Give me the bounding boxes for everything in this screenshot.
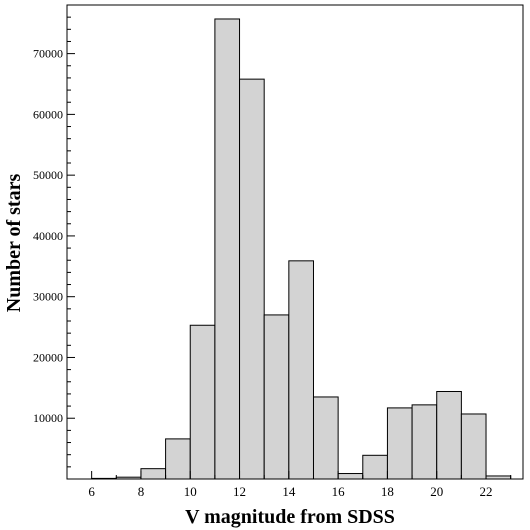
x-ticks-group: 6 8 10 12 14 16 18 20 22 <box>66 471 512 499</box>
histogram-bar <box>411 404 438 480</box>
histogram-bar <box>115 476 142 480</box>
histogram-bar <box>239 78 265 480</box>
histogram-bar <box>460 413 487 480</box>
histogram-bar <box>214 18 241 480</box>
histogram-bar <box>436 390 462 480</box>
x-tick-label: 12 <box>233 484 246 499</box>
x-tick-label: 6 <box>88 484 95 499</box>
x-tick-label: 10 <box>184 484 197 499</box>
histogram-bar <box>263 314 290 480</box>
histogram-bar <box>189 324 216 480</box>
y-tick-label: 40000 <box>33 229 63 243</box>
y-tick-label: 60000 <box>33 107 63 121</box>
x-tick-label: 22 <box>480 484 493 499</box>
y-axis-label: Number of stars <box>3 174 25 313</box>
histogram-bar <box>288 260 314 480</box>
y-tick-label: 20000 <box>33 350 63 364</box>
histogram-bar <box>165 438 191 480</box>
y-tick-label: 70000 <box>33 47 63 61</box>
y-tick-label: 30000 <box>33 290 63 304</box>
histogram-bar <box>140 468 167 480</box>
histogram-bar <box>91 477 117 480</box>
x-tick-label: 18 <box>381 484 394 499</box>
histogram-bar <box>362 454 388 480</box>
x-tick-label: 14 <box>282 484 296 499</box>
y-tick-label: 50000 <box>33 168 63 182</box>
histogram-bar <box>337 473 364 480</box>
x-axis-label: V magnitude from SDSS <box>185 506 395 528</box>
histogram-bar <box>485 475 512 480</box>
x-tick-label: 16 <box>332 484 346 499</box>
x-tick-label: 20 <box>430 484 443 499</box>
x-tick-label: 8 <box>138 484 145 499</box>
histogram-bar <box>386 407 413 480</box>
y-ticks-group: 10000 20000 30000 40000 50000 60000 70000 <box>33 4 75 468</box>
bars-group <box>91 18 512 480</box>
histogram-bar <box>312 396 339 480</box>
y-tick-label: 10000 <box>33 411 63 425</box>
